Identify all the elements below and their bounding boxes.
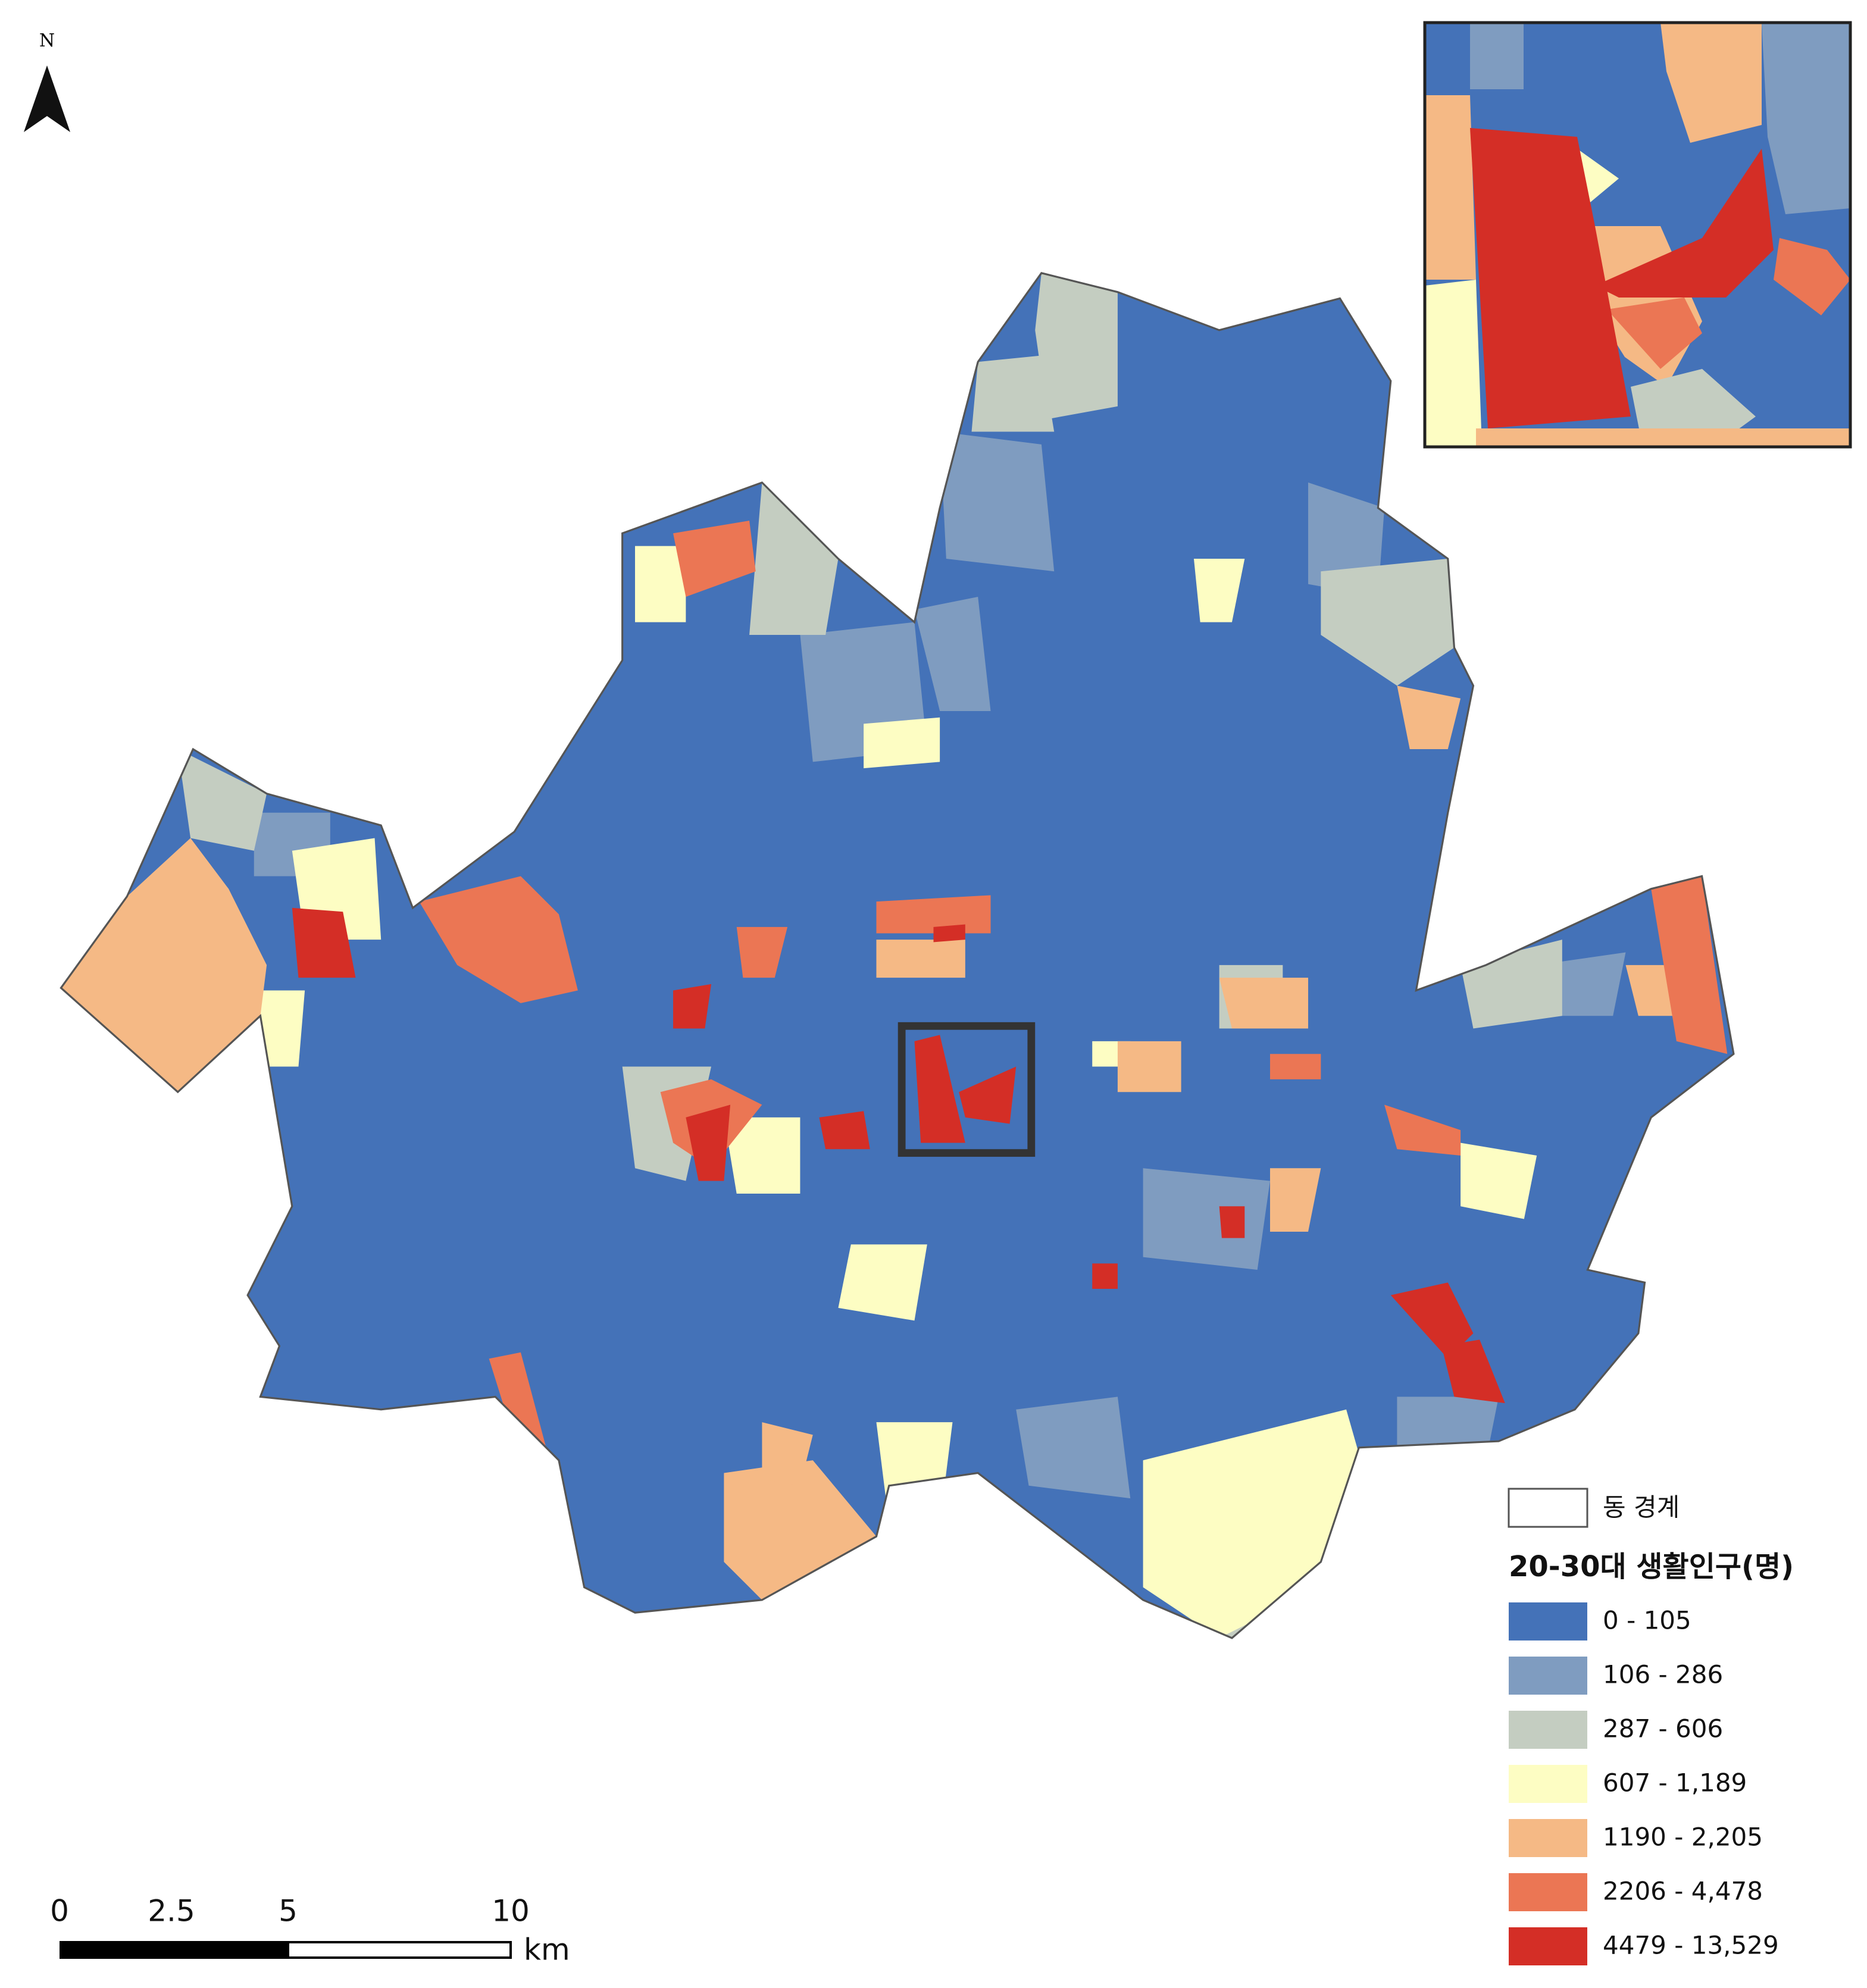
scale-label: 10 [492,1894,530,1928]
scale-label: 5 [279,1894,298,1928]
scale-segment-empty [287,1941,512,1959]
inset-map [1423,21,1852,449]
boundary-label: 동 경계 [1603,1493,1680,1522]
legend-label: 1190 - 2,205 [1603,1823,1763,1852]
legend-label: 106 - 286 [1603,1660,1723,1689]
legend: 동 경계 20-30대 생활인구(명) 0 - 105 106 - 286 287 … [1508,1488,1794,1965]
class-1190-2205 [61,685,1702,1600]
legend-label: 4479 - 13,529 [1603,1931,1779,1960]
north-label: N [39,30,55,51]
boundary-swatch [1508,1488,1588,1528]
legend-swatch [1509,1927,1587,1965]
legend-label: 0 - 105 [1603,1606,1691,1635]
scale-segment-filled [60,1941,288,1959]
legend-swatch [1509,1602,1587,1641]
legend-title: 20-30대 생활인구(명) [1509,1550,1794,1583]
scale-label: 2.5 [148,1894,195,1928]
scale-label: 0 [50,1894,69,1928]
legend-label: 2206 - 4,478 [1603,1877,1763,1906]
legend-swatch [1509,1657,1587,1695]
zoom-box [897,1022,1036,1157]
scale-bar: km 0 2.5 5 10 [50,1894,570,1967]
north-arrow: N [24,30,70,132]
legend-swatch [1509,1873,1587,1911]
scale-unit: km [524,1933,570,1967]
class-4479-13529 [292,907,1505,1404]
class-2206-4478 [419,520,1728,1461]
legend-label: 287 - 606 [1603,1714,1723,1743]
legend-swatch [1509,1711,1587,1749]
legend-swatch [1509,1765,1587,1803]
legend-label: 607 - 1,189 [1603,1768,1747,1798]
legend-swatch [1509,1819,1587,1857]
